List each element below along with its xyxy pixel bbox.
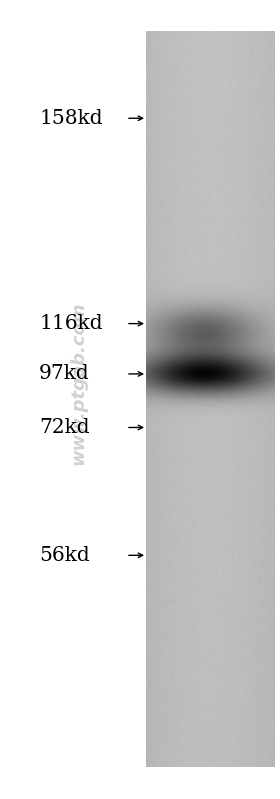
Text: 158kd: 158kd — [39, 109, 103, 128]
Text: www.ptgab.com: www.ptgab.com — [69, 302, 87, 465]
Text: 72kd: 72kd — [39, 418, 90, 437]
Text: 97kd: 97kd — [39, 364, 90, 384]
Text: 56kd: 56kd — [39, 546, 90, 565]
Text: 116kd: 116kd — [39, 314, 103, 333]
